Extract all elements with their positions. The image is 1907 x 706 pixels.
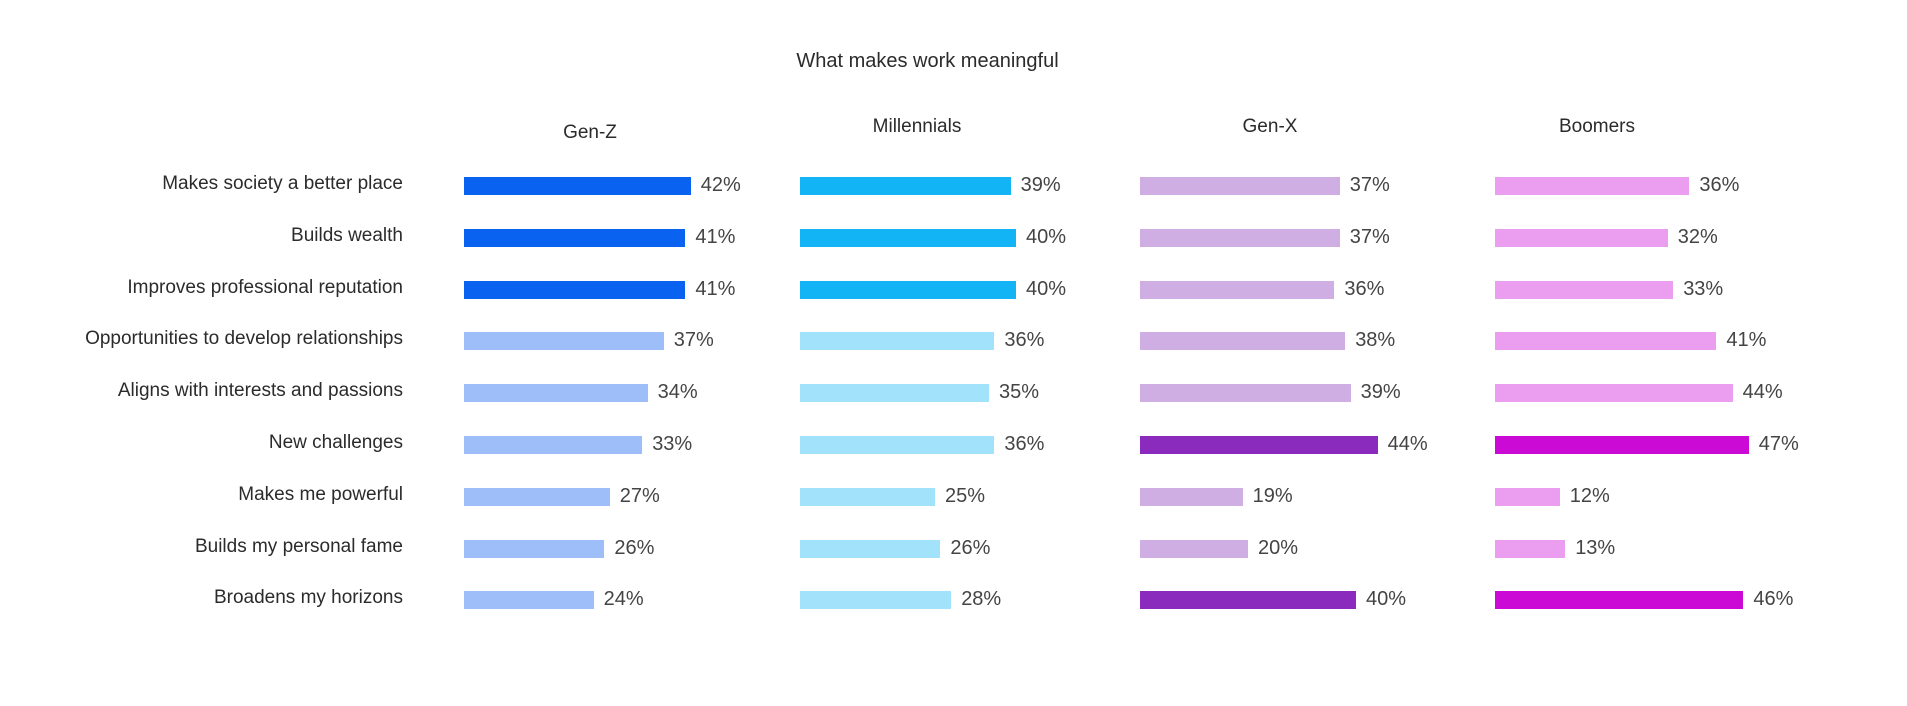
- data-label: 36%: [1004, 433, 1045, 455]
- bar: [1495, 591, 1744, 610]
- data-label: 39%: [1360, 381, 1401, 404]
- data-label: 19%: [1252, 484, 1293, 507]
- bar: [800, 332, 995, 351]
- data-label: 44%: [1387, 433, 1428, 455]
- bar: [464, 591, 594, 610]
- bar: [1140, 228, 1340, 247]
- bar: [1140, 280, 1335, 299]
- series-title: Boomers: [1558, 116, 1636, 137]
- bar: [800, 487, 935, 506]
- data-label: 40%: [1366, 588, 1407, 611]
- category-label: Improves professional reputation: [127, 276, 403, 298]
- data-label: 20%: [1258, 536, 1299, 559]
- bar: [1495, 539, 1566, 558]
- bar: [800, 177, 1011, 195]
- category-label: Builds my personal fame: [194, 535, 403, 557]
- bar: [1495, 384, 1733, 403]
- data-label: 47%: [1758, 433, 1799, 455]
- bar: [464, 384, 648, 403]
- bar: [1495, 177, 1690, 195]
- data-label: 33%: [1683, 277, 1724, 300]
- data-label: 44%: [1742, 381, 1783, 404]
- data-label: 37%: [1349, 225, 1390, 248]
- category-label: Aligns with interests and passions: [117, 380, 403, 402]
- data-label: 35%: [999, 381, 1040, 404]
- bar: [1495, 280, 1674, 299]
- bar: [800, 591, 952, 610]
- bar: [1140, 591, 1356, 610]
- data-label: 37%: [673, 329, 714, 352]
- category-label: Broadens my horizons: [213, 587, 403, 609]
- bar: [464, 280, 686, 299]
- data-label: 36%: [1699, 174, 1740, 196]
- data-label: 26%: [614, 536, 655, 559]
- data-label: 39%: [1020, 174, 1061, 196]
- data-label: 41%: [695, 277, 736, 300]
- bar: [1495, 332, 1717, 351]
- data-label: 46%: [1753, 588, 1794, 611]
- bar: [464, 332, 664, 351]
- bar: [1495, 487, 1560, 506]
- bar: [1495, 436, 1749, 454]
- bar: [464, 436, 643, 454]
- data-label: 24%: [603, 588, 644, 611]
- data-label: 36%: [1004, 329, 1045, 352]
- series-title: Gen-Z: [563, 122, 617, 143]
- bar: [464, 539, 605, 558]
- data-label: 41%: [695, 225, 736, 248]
- bar: [800, 539, 941, 558]
- data-label: 12%: [1569, 484, 1610, 507]
- chart-title: What makes work meaningful: [796, 50, 1059, 72]
- data-label: 40%: [1026, 277, 1067, 300]
- data-label: 32%: [1677, 225, 1718, 248]
- bar: [1140, 436, 1378, 454]
- data-label: 13%: [1575, 536, 1616, 559]
- data-label: 38%: [1355, 329, 1396, 352]
- bar: [1140, 332, 1346, 351]
- category-label: Builds wealth: [291, 224, 403, 246]
- bar: [800, 280, 1016, 299]
- bar: [800, 436, 995, 454]
- data-label: 42%: [700, 174, 741, 196]
- category-label: Opportunities to develop relationships: [85, 328, 403, 350]
- bar: [800, 228, 1016, 247]
- data-label: 25%: [945, 484, 986, 507]
- data-label: 27%: [619, 484, 660, 507]
- data-label: 26%: [950, 536, 991, 559]
- data-label: 37%: [1349, 174, 1390, 196]
- bar: [1140, 539, 1248, 558]
- category-label: Makes society a better place: [162, 173, 403, 194]
- category-label: Makes me powerful: [238, 483, 403, 505]
- data-label: 36%: [1344, 277, 1385, 300]
- data-label: 28%: [961, 588, 1002, 611]
- bar: [1140, 177, 1340, 195]
- bar: [800, 384, 989, 403]
- data-label: 41%: [1726, 329, 1767, 352]
- bar: [1495, 228, 1668, 247]
- bar: [1140, 487, 1243, 506]
- bar: [1140, 384, 1351, 403]
- series-title: Millennials: [872, 116, 962, 137]
- bar: [464, 487, 610, 506]
- data-label: 40%: [1026, 225, 1067, 248]
- bar: [464, 228, 686, 247]
- bar: [464, 177, 691, 195]
- category-label: New challenges: [268, 432, 403, 453]
- data-label: 33%: [652, 433, 693, 455]
- data-label: 34%: [657, 381, 698, 404]
- series-title: Gen-X: [1242, 116, 1298, 137]
